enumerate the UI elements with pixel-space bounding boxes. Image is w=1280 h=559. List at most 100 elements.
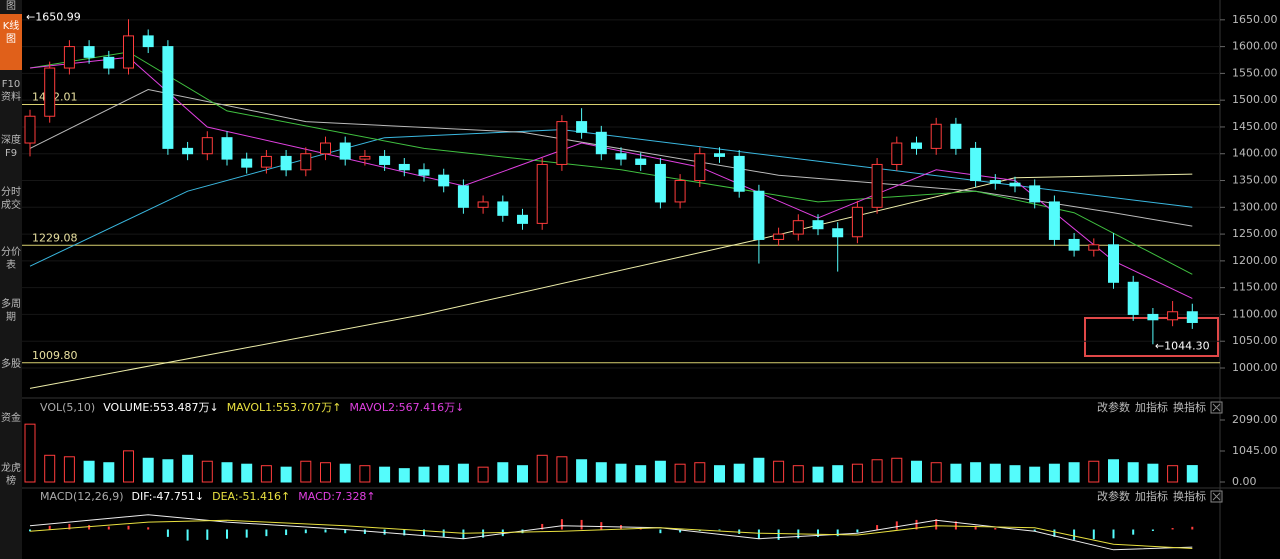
sidebar-tab[interactable]: 深度F9: [1, 135, 21, 159]
sidebar-tab[interactable]: K线图: [0, 14, 22, 70]
candle-body: [1029, 185, 1041, 203]
volume-bar: [635, 465, 647, 483]
y-tick-label: 1250.00: [1232, 227, 1278, 240]
candle-body: [891, 142, 903, 165]
volume-bar: [83, 460, 95, 483]
level-label: 1009.80: [32, 349, 78, 362]
macd-bar: [304, 529, 307, 534]
volume-bar: [182, 454, 194, 483]
volume-bar: [398, 468, 410, 483]
volume-bar: [1009, 465, 1021, 483]
sidebar-tab[interactable]: F10资料: [1, 79, 21, 103]
close-button[interactable]: [1210, 490, 1223, 503]
candle-body: [635, 158, 647, 165]
candle-body: [142, 35, 154, 48]
macd-bar: [679, 529, 682, 533]
indicator-button[interactable]: 改参数: [1097, 489, 1130, 503]
volume-bar: [1068, 462, 1080, 483]
y-tick-label: 1150.00: [1232, 281, 1278, 294]
y-tick-label: 1500.00: [1232, 93, 1278, 106]
volume-bar: [1147, 463, 1159, 483]
candle-body: [359, 155, 371, 160]
macd-bar: [68, 523, 71, 530]
sidebar-tab[interactable]: 图: [6, 1, 16, 12]
sidebar-tab[interactable]: 分价表: [1, 247, 21, 271]
indicator-label: MACD:7.328↑: [298, 490, 375, 503]
volume-bar: [1108, 459, 1119, 483]
candle-body: [438, 174, 450, 187]
volume-bar: [536, 454, 548, 483]
indicator-button[interactable]: 改参数: [1097, 400, 1130, 414]
sidebar-tab[interactable]: 分时成交: [1, 187, 21, 211]
macd-bar: [442, 529, 445, 537]
volume-bar: [556, 456, 568, 483]
macd-bar: [1053, 529, 1056, 537]
candle-body: [517, 214, 528, 224]
volume-bar: [418, 466, 430, 483]
candle-body: [1167, 311, 1179, 321]
candle-body: [260, 155, 272, 168]
macd-bar: [1191, 526, 1194, 530]
volume-bar: [457, 463, 469, 483]
macd-bar: [895, 521, 898, 530]
macd-line: [29, 519, 1193, 549]
candle-body: [556, 121, 568, 165]
sidebar-tab[interactable]: 多周期: [1, 299, 21, 323]
volume-bar: [930, 462, 942, 483]
candle-body: [182, 147, 194, 155]
y-tick-label: 1400.00: [1232, 147, 1278, 160]
volume-bar: [970, 462, 982, 483]
volume-bar: [300, 460, 312, 483]
macd-bar: [344, 529, 347, 534]
y-tick-label: 1045.00: [1232, 444, 1278, 457]
sidebar: 图 K线图 F10资料深度F9 分时成交分价表多周期多股资金龙虎榜: [0, 0, 22, 559]
macd-bar: [245, 529, 248, 538]
candle-body: [576, 121, 588, 133]
candle-body: [477, 201, 489, 208]
candle-body: [280, 155, 292, 171]
sidebar-tab[interactable]: 多股: [1, 359, 21, 370]
macd-bar: [482, 529, 485, 538]
candle-body: [1147, 313, 1159, 321]
macd-bar: [107, 526, 110, 530]
volume-bar: [162, 459, 174, 483]
volume-bar: [911, 460, 922, 483]
macd-bar: [659, 529, 662, 534]
candle-body: [970, 147, 982, 182]
volume-bar: [1029, 466, 1041, 483]
candle-body: [950, 123, 962, 149]
candle-body: [339, 142, 351, 160]
candle-body: [379, 155, 391, 165]
indicator-button[interactable]: 加指标: [1135, 489, 1168, 503]
moving-average: [29, 88, 1193, 227]
volume-bar: [753, 457, 765, 483]
candle-body: [871, 163, 883, 208]
indicator-button[interactable]: 加指标: [1135, 400, 1168, 414]
candle-body: [497, 201, 509, 216]
indicator-button[interactable]: 换指标: [1173, 489, 1206, 503]
macd-bar: [88, 525, 91, 530]
candle-body: [63, 46, 75, 69]
volume-bar: [497, 462, 509, 483]
macd-bar: [1112, 529, 1115, 539]
indicator-button[interactable]: 换指标: [1173, 400, 1206, 414]
volume-bar: [103, 462, 115, 483]
candle-body: [1108, 244, 1119, 283]
sidebar-tab[interactable]: 龙虎榜: [1, 463, 21, 487]
candle-body: [911, 142, 922, 149]
macd-bar: [541, 523, 544, 530]
indicator-label: DEA:-51.416↑: [212, 490, 290, 503]
candle-body: [103, 56, 115, 69]
macd-bar: [206, 529, 209, 540]
sidebar-tab[interactable]: 资金: [1, 413, 21, 424]
candle-body: [832, 228, 844, 238]
volume-bar: [379, 466, 391, 483]
macd-bar: [560, 519, 563, 530]
macd-bar: [226, 529, 228, 539]
y-tick-label: 1650.00: [1232, 13, 1278, 26]
macd-bar: [147, 527, 150, 530]
price-annotation: ←1650.99: [26, 10, 81, 23]
volume-bar: [438, 465, 450, 483]
close-button[interactable]: [1210, 401, 1223, 414]
indicator-label: VOLUME:553.487万↓: [103, 401, 218, 414]
